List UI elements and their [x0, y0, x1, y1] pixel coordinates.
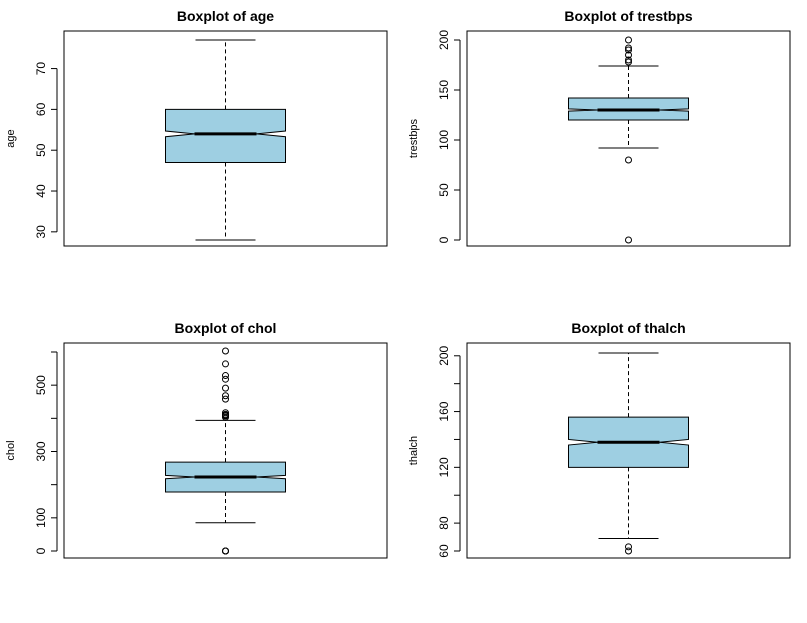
outlier-point [625, 156, 632, 164]
outlier-point [222, 547, 229, 555]
y-tick-label: 50 [34, 143, 48, 157]
outlier-point [222, 392, 229, 400]
panel-title: Boxplot of chol [175, 320, 277, 336]
plot-frame [466, 342, 791, 559]
outlier-point [222, 409, 229, 417]
panel-title: Boxplot of age [177, 8, 274, 24]
y-axis-label: chol [5, 440, 17, 460]
y-tick-label: 0 [437, 236, 451, 243]
y-axis-label: age [5, 129, 17, 147]
plot-frame [466, 30, 791, 247]
outlier-point [625, 58, 632, 66]
outlier-point [625, 547, 632, 555]
plot-frame [63, 342, 388, 559]
y-tick-label: 100 [34, 508, 48, 528]
panel-title: Boxplot of thalch [571, 320, 685, 336]
panel-chol: Boxplot of chol chol 0 100 300 500 [5, 320, 388, 559]
outlier-point [222, 347, 229, 355]
y-tick-label: 200 [437, 30, 451, 50]
outlier-point [222, 375, 229, 383]
y-tick-label: 200 [437, 345, 451, 365]
y-tick-label: 80 [437, 516, 451, 530]
y-tick-label: 60 [437, 544, 451, 558]
outlier-point [625, 543, 632, 551]
y-tick-label: 60 [34, 102, 48, 116]
plot-frame [63, 30, 388, 247]
outlier-point [222, 372, 229, 380]
outlier-point [625, 36, 632, 44]
y-tick-label: 50 [437, 183, 451, 197]
outlier-point [625, 236, 632, 244]
outlier-point [625, 51, 632, 59]
y-tick-label: 100 [437, 130, 451, 150]
panel-thalch: Boxplot of thalch thalch 60 80 120 160 200 [408, 320, 791, 559]
y-tick-label: 40 [34, 184, 48, 198]
y-tick-label: 160 [437, 401, 451, 421]
y-tick-label: 70 [34, 62, 48, 76]
y-tick-label: 500 [34, 375, 48, 395]
y-tick-label: 120 [437, 457, 451, 477]
y-tick-label: 150 [437, 80, 451, 100]
outlier-point [625, 46, 632, 54]
outlier-point [222, 360, 229, 368]
y-tick-label: 300 [34, 441, 48, 461]
box-body [165, 108, 286, 163]
outlier-point [222, 395, 229, 403]
panel-title: Boxplot of trestbps [564, 8, 693, 24]
y-tick-label: 0 [34, 547, 48, 554]
y-axis-label: trestbps [408, 118, 420, 158]
y-tick-label: 30 [34, 225, 48, 239]
outlier-point [625, 44, 632, 52]
outlier-point [625, 56, 632, 64]
panel-trestbps: Boxplot of trestbps trestbps 0 50 100 150 20… [408, 8, 791, 247]
panel-age: Boxplot of age age 30 40 50 60 70 [5, 8, 388, 247]
y-axis-label: thalch [408, 436, 420, 465]
outlier-point [222, 384, 229, 392]
